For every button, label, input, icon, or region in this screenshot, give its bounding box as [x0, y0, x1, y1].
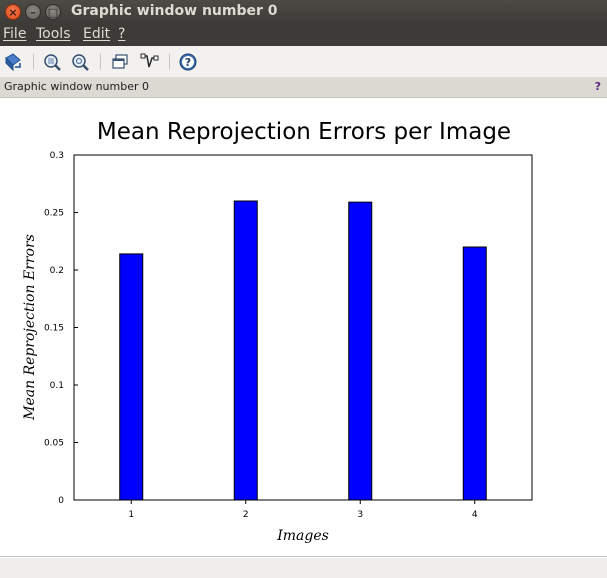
- info-bar: Graphic window number 0 ?: [0, 77, 607, 98]
- bar-4: [462, 246, 487, 501]
- rotate-button[interactable]: [3, 52, 23, 72]
- window-title: Graphic window number 0: [71, 3, 278, 19]
- menu-bar: File Tools Edit ?: [0, 24, 607, 46]
- y-tick-label: 0.25: [44, 209, 64, 219]
- y-tick-label: 0.05: [44, 439, 64, 449]
- maximize-icon: □: [47, 6, 59, 19]
- y-tick-label: 0.15: [44, 324, 64, 334]
- bar-3: [348, 201, 373, 501]
- toolbar-separator: [169, 54, 170, 70]
- y-tick-label: 0: [58, 496, 64, 506]
- y-tick-label: 0.3: [50, 151, 64, 161]
- bar-2: [233, 200, 258, 501]
- x-tick-label: 4: [472, 510, 478, 520]
- bar-chart: Mean Reprojection Errors per Image 0 0.05…: [22, 119, 533, 544]
- y-tick-label: 0.2: [50, 266, 64, 276]
- x-axis-ticks: 1 2 3 4: [128, 500, 478, 520]
- x-tick-label: 1: [128, 510, 134, 520]
- status-bar: [0, 556, 607, 578]
- unzoom-icon: [72, 54, 89, 71]
- figure-windows-icon: [112, 54, 128, 69]
- figure-windows-button[interactable]: [110, 52, 130, 72]
- x-axis-label: Images: [276, 528, 329, 544]
- svg-text:?: ?: [185, 56, 191, 69]
- toolbar: ?: [0, 46, 607, 78]
- y-axis-label: Mean Reprojection Errors: [22, 234, 38, 421]
- menu-tools[interactable]: Tools: [36, 26, 71, 42]
- bar-1: [119, 253, 144, 501]
- menu-edit[interactable]: Edit: [83, 26, 111, 42]
- minimize-button[interactable]: –: [25, 4, 41, 20]
- menu-help[interactable]: ?: [118, 26, 126, 42]
- title-bar: × – □ Graphic window number 0: [0, 0, 607, 24]
- close-icon: ×: [8, 6, 18, 19]
- toolbar-separator: [100, 54, 101, 70]
- unzoom-button[interactable]: [70, 52, 90, 72]
- x-tick-label: 3: [357, 510, 363, 520]
- toolbar-separator: [33, 54, 34, 70]
- y-axis-ticks: 0 0.05 0.1 0.15 0.2 0.25 0.3: [44, 151, 78, 506]
- close-button[interactable]: ×: [5, 4, 21, 20]
- zoom-button[interactable]: [42, 52, 62, 72]
- maximize-button[interactable]: □: [45, 4, 61, 20]
- help-icon: ?: [179, 53, 197, 71]
- menu-file[interactable]: File: [3, 26, 27, 42]
- rotate-icon: [5, 53, 21, 72]
- info-label: Graphic window number 0: [4, 80, 149, 93]
- minimize-icon: –: [30, 6, 36, 19]
- datatip-button[interactable]: [139, 52, 159, 72]
- x-tick-label: 2: [243, 510, 249, 520]
- chart-title: Mean Reprojection Errors per Image: [97, 119, 511, 145]
- help-button[interactable]: ?: [178, 52, 198, 72]
- zoom-icon: [44, 54, 61, 71]
- y-tick-label: 0.1: [50, 381, 64, 391]
- info-help-button[interactable]: ?: [594, 80, 601, 93]
- bars: [119, 200, 487, 501]
- plot-area[interactable]: Mean Reprojection Errors per Image 0 0.05…: [0, 98, 607, 556]
- datatip-icon: [140, 53, 159, 68]
